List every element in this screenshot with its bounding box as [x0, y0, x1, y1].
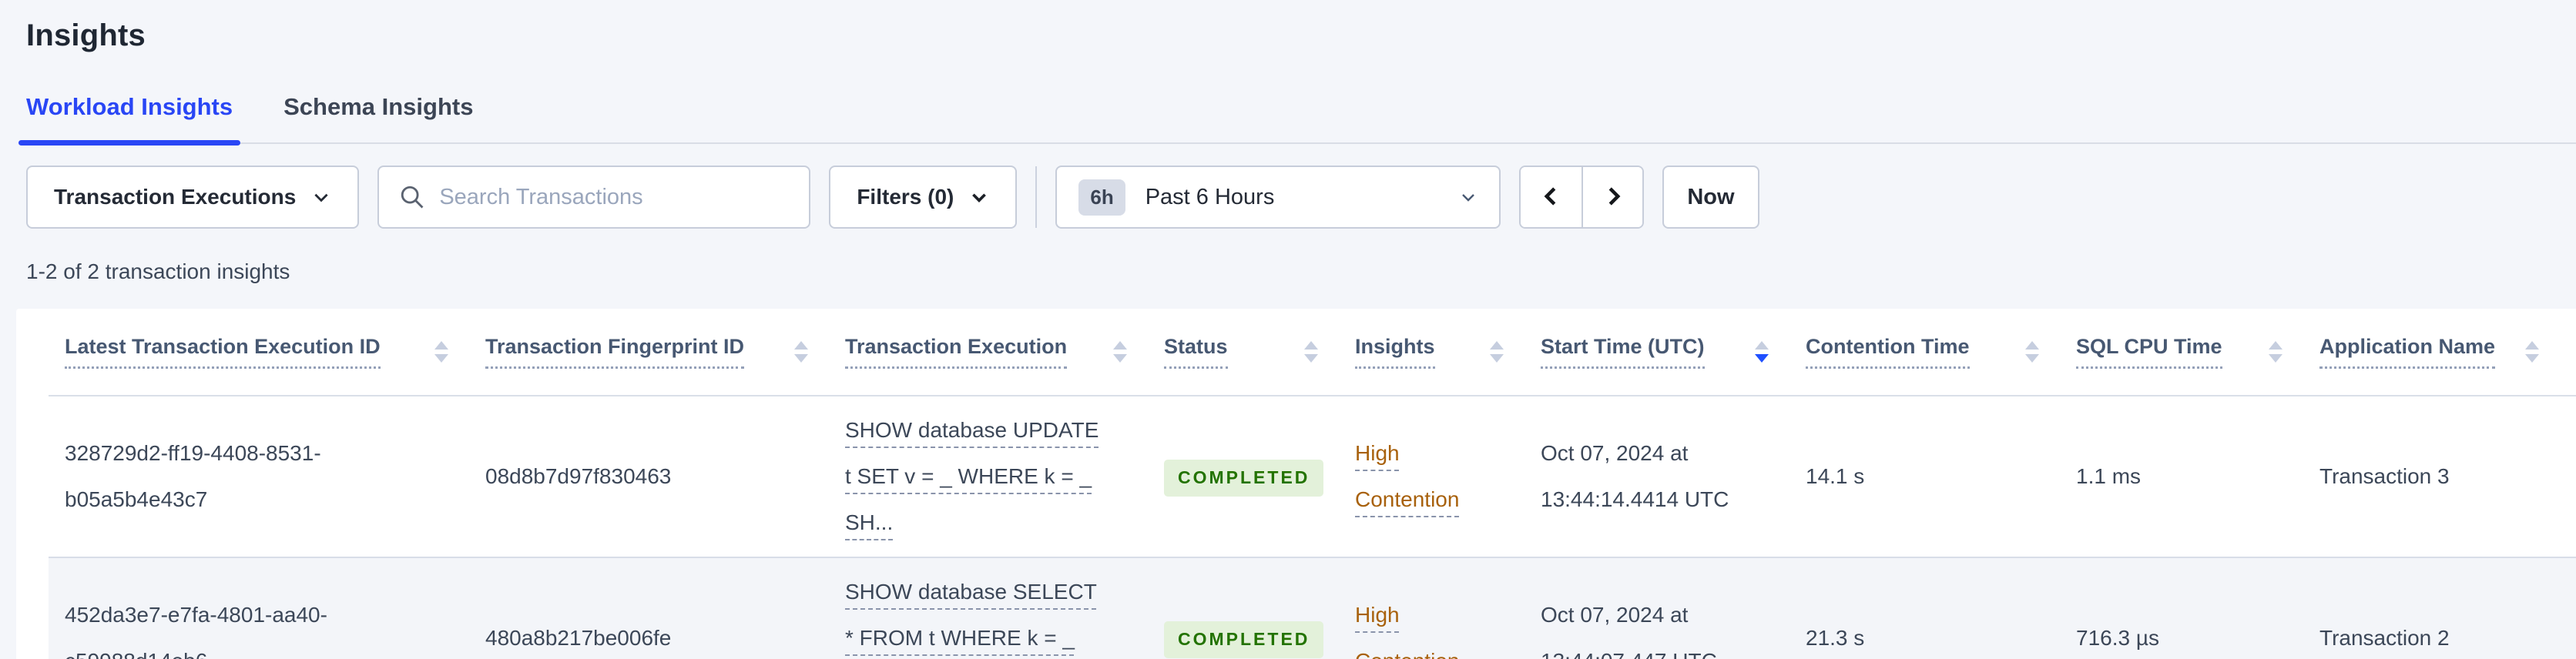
- cell-fingerprint-id: 08d8b7d97f830463: [485, 396, 845, 558]
- column-header-start-time[interactable]: Start Time (UTC): [1541, 309, 1806, 396]
- column-header-transaction-execution[interactable]: Transaction Execution: [845, 309, 1164, 396]
- tab-bar: Workload Insights Schema Insights: [18, 93, 2576, 146]
- sort-icon: [434, 341, 448, 363]
- tab-label: Schema Insights: [283, 93, 474, 120]
- sort-icon: [2025, 341, 2039, 363]
- cell-start-time: Oct 07, 2024 at 13:44:14.4414 UTC: [1541, 396, 1806, 558]
- search-input-wrapper: [377, 166, 811, 229]
- cell-application-name: Transaction 3: [2319, 396, 2576, 558]
- time-prev-button[interactable]: [1521, 167, 1582, 227]
- search-icon: [399, 184, 425, 210]
- status-badge: COMPLETED: [1164, 621, 1324, 658]
- sort-icon: [1113, 341, 1127, 363]
- search-input[interactable]: [439, 184, 790, 210]
- cell-insights: High Contention: [1355, 557, 1541, 659]
- cell-start-time: Oct 07, 2024 at 13:44:07.447 UTC: [1541, 557, 1806, 659]
- transaction-statement-link[interactable]: SHOW database UPDATE t SET v = _ WHERE k…: [845, 418, 1099, 534]
- column-header-latest-execution-id[interactable]: Latest Transaction Execution ID: [49, 309, 485, 396]
- toolbar-divider: [1035, 166, 1038, 228]
- insight-type-label: Transaction Executions: [54, 185, 297, 209]
- column-header-sql-cpu-time[interactable]: SQL CPU Time: [2076, 309, 2319, 396]
- tab-workload-insights[interactable]: Workload Insights: [18, 93, 241, 146]
- chevron-down-icon: [969, 187, 989, 207]
- toolbar: Transaction Executions Filters (0) 6h Pa…: [26, 166, 2576, 229]
- cell-status: COMPLETED: [1164, 396, 1355, 558]
- insights-table-card: Latest Transaction Execution ID Transact…: [16, 309, 2576, 659]
- cell-fingerprint-id: 480a8b217be006fe: [485, 557, 845, 659]
- transaction-statement-link[interactable]: SHOW database SELECT * FROM t WHERE k = …: [845, 580, 1097, 650]
- table-row: 328729d2-ff19-4408-8531-b05a5b4e43c7 08d…: [49, 396, 2576, 558]
- time-range-label: Past 6 Hours: [1145, 184, 1275, 209]
- cell-sql-cpu-time: 716.3 µs: [2076, 557, 2319, 659]
- cell-transaction-execution: SHOW database SELECT * FROM t WHERE k = …: [845, 557, 1164, 659]
- time-range-pager: [1519, 166, 1645, 229]
- sort-icon: [1490, 341, 1504, 363]
- sort-icon: [2525, 341, 2539, 363]
- cell-contention-time: 21.3 s: [1806, 557, 2076, 659]
- time-next-button[interactable]: [1581, 167, 1643, 227]
- table-row: 452da3e7-e7fa-4801-aa40-c59988d14eb6 480…: [49, 557, 2576, 659]
- cell-sql-cpu-time: 1.1 ms: [2076, 396, 2319, 558]
- filters-label: Filters (0): [857, 185, 954, 209]
- chevron-down-icon: [1459, 188, 1478, 206]
- sort-icon: [1304, 341, 1318, 363]
- cell-application-name: Transaction 2: [2319, 557, 2576, 659]
- cell-status: COMPLETED: [1164, 557, 1355, 659]
- cell-insights: High Contention: [1355, 396, 1541, 558]
- chevron-down-icon: [311, 187, 331, 207]
- column-header-application-name[interactable]: Application Name: [2319, 309, 2576, 396]
- column-header-status[interactable]: Status: [1164, 309, 1355, 396]
- chevron-right-icon: [1602, 183, 1625, 212]
- cell-latest-execution-id: 328729d2-ff19-4408-8531-b05a5b4e43c7: [49, 396, 485, 558]
- tab-label: Workload Insights: [26, 93, 233, 120]
- sort-icon: [2269, 341, 2283, 363]
- column-header-insights[interactable]: Insights: [1355, 309, 1541, 396]
- tab-schema-insights[interactable]: Schema Insights: [283, 93, 473, 142]
- insight-link[interactable]: High Contention: [1355, 441, 1460, 511]
- cell-latest-execution-id: 452da3e7-e7fa-4801-aa40-c59988d14eb6: [49, 557, 485, 659]
- insight-type-dropdown[interactable]: Transaction Executions: [26, 166, 360, 229]
- column-header-fingerprint-id[interactable]: Transaction Fingerprint ID: [485, 309, 845, 396]
- now-button[interactable]: Now: [1662, 166, 1759, 229]
- table-header-row: Latest Transaction Execution ID Transact…: [49, 309, 2576, 396]
- status-badge: COMPLETED: [1164, 460, 1324, 497]
- transaction-insights-table: Latest Transaction Execution ID Transact…: [49, 309, 2576, 659]
- results-count: 1-2 of 2 transaction insights: [26, 259, 290, 283]
- time-range-dropdown[interactable]: 6h Past 6 Hours: [1055, 166, 1501, 229]
- filters-button[interactable]: Filters (0): [829, 166, 1018, 229]
- insight-link[interactable]: High Contention: [1355, 603, 1459, 659]
- page-title: Insights: [26, 18, 146, 52]
- time-range-badge: 6h: [1078, 179, 1125, 216]
- chevron-left-icon: [1540, 183, 1563, 212]
- column-header-contention-time[interactable]: Contention Time: [1806, 309, 2076, 396]
- sort-icon: [794, 341, 808, 363]
- sort-icon-active-desc: [1755, 341, 1769, 363]
- cell-contention-time: 14.1 s: [1806, 396, 2076, 558]
- cell-transaction-execution: SHOW database UPDATE t SET v = _ WHERE k…: [845, 396, 1164, 558]
